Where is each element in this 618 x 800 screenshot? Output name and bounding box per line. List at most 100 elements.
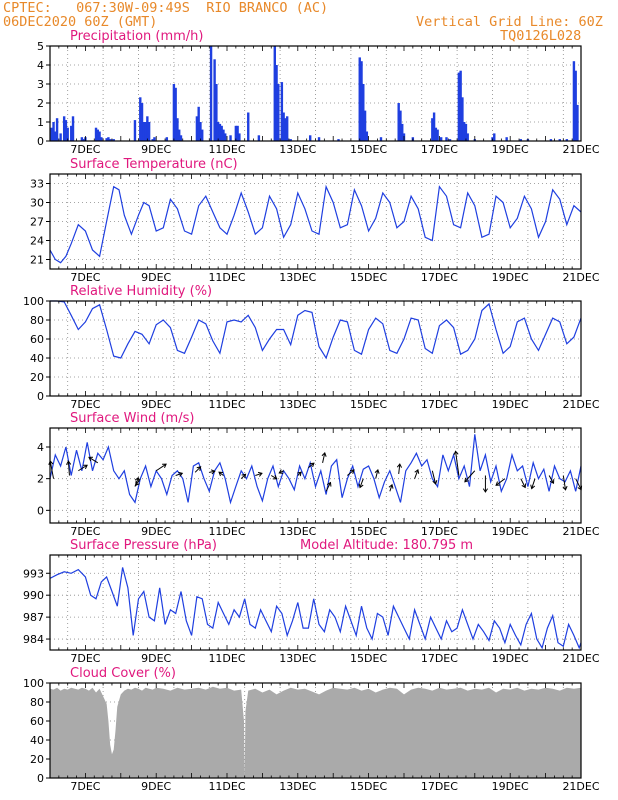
panel-title: Precipitation (mm/h)	[70, 29, 203, 44]
precip-bar	[199, 122, 202, 141]
y-tick-label: 1	[37, 116, 44, 129]
wind-vector	[398, 463, 401, 474]
x-tick-label: 11DEC	[208, 652, 245, 665]
precip-bar	[379, 137, 383, 141]
precip-bar	[209, 46, 213, 141]
precip-bar	[146, 116, 149, 141]
x-tick-label: 19DEC	[492, 398, 529, 411]
wind-vector-head	[326, 481, 332, 487]
wind-vector	[575, 478, 582, 490]
y-tick-label: 0	[37, 504, 44, 517]
wind-vector	[531, 478, 536, 489]
precip-bar	[70, 125, 73, 141]
precip-bar	[273, 46, 276, 141]
y-tick-label: 27	[30, 216, 44, 229]
precip-bar	[153, 137, 156, 141]
x-tick-label: 9DEC	[141, 652, 171, 665]
wind-vector	[88, 456, 99, 464]
precip-bar	[289, 139, 292, 141]
wind-vector-head	[549, 479, 555, 485]
wind-vector-head	[88, 456, 93, 462]
wind-vector-head	[66, 460, 72, 465]
header-station: CPTEC: 067:30W-09:49S RIO BRANCO (AC)	[3, 0, 329, 16]
precip-bar	[50, 127, 53, 141]
precip-bar	[280, 82, 284, 141]
x-tick-label: 7DEC	[70, 143, 100, 156]
precip-bar	[257, 135, 261, 141]
precip-bar	[439, 137, 443, 141]
precip-bar	[197, 106, 200, 141]
panel-6: Cloud Cover (%) 0 20 40 60 80 100 7DEC 9DEC 11DEC…	[23, 666, 600, 793]
x-tick-label: 15DEC	[350, 525, 387, 538]
panel-2: Surface Temperature (nC) 21 24 27 30 33 7DEC 9D…	[30, 157, 600, 284]
wind-vector-head	[196, 466, 202, 471]
wind-vector-head	[414, 468, 420, 474]
wind-vector-head	[521, 483, 527, 489]
precip-bar	[179, 135, 183, 141]
precip-bar	[64, 120, 68, 141]
wind-vector-head	[83, 464, 88, 470]
wind-vector-head	[432, 479, 438, 485]
precip-bar	[220, 125, 223, 141]
x-tick-label: 21DEC	[562, 525, 599, 538]
series-line	[49, 434, 582, 505]
precip-bar	[236, 125, 239, 141]
precip-bar	[195, 116, 199, 141]
wind-vector-head	[178, 471, 184, 477]
y-tick-label: 24	[30, 235, 44, 248]
x-tick-label: 7DEC	[70, 525, 100, 538]
y-tick-label: 4	[37, 59, 44, 72]
precip-bar	[434, 127, 438, 141]
x-tick-label: 13DEC	[279, 525, 316, 538]
precip-bar	[215, 84, 218, 141]
y-tick-label: 5	[37, 40, 44, 53]
precip-bar	[358, 57, 361, 141]
precip-bar	[436, 129, 439, 141]
precip-bar	[362, 84, 365, 141]
wind-vector	[240, 473, 246, 480]
x-tick-label: 13DEC	[279, 780, 316, 793]
x-tick-label: 13DEC	[279, 398, 316, 411]
y-tick-label: 100	[23, 295, 44, 308]
wind-vector	[175, 472, 183, 476]
wind-vector-head	[388, 483, 394, 489]
wind-vector-head	[135, 481, 140, 487]
precip-bar	[52, 122, 55, 141]
series-line	[49, 184, 582, 264]
x-tick-label: 21DEC	[562, 652, 599, 665]
y-tick-label: 20	[30, 753, 44, 766]
wind-vector-head	[257, 471, 263, 477]
precip-bar	[140, 103, 144, 141]
precip-bar	[457, 72, 461, 141]
precip-bar	[229, 135, 232, 141]
wind-vector-head	[218, 471, 224, 477]
precip-bar	[224, 133, 227, 141]
precip-bar	[285, 116, 289, 141]
precip-bar	[151, 139, 154, 141]
precip-bar	[558, 139, 561, 141]
precip-bar	[172, 84, 176, 141]
panel-title: Surface Pressure (hPa)	[70, 538, 217, 553]
panel-subtitle: Model Altitude: 180.795 m	[300, 538, 473, 553]
x-tick-label: 7DEC	[70, 652, 100, 665]
precip-bar	[462, 122, 466, 141]
wind-vector	[67, 461, 70, 476]
y-tick-label: 984	[23, 633, 44, 646]
wind-vector	[270, 475, 278, 480]
x-tick-label: 11DEC	[208, 780, 245, 793]
wind-vector-head	[374, 468, 380, 474]
precip-bar	[82, 139, 85, 141]
y-tick-label: 0	[37, 772, 44, 785]
precip-bar	[96, 129, 99, 141]
x-tick-label: 15DEC	[350, 271, 387, 284]
wind-vector	[255, 472, 263, 476]
x-tick-label: 9DEC	[141, 398, 171, 411]
y-tick-label: 2	[37, 97, 44, 110]
x-tick-label: 19DEC	[492, 780, 529, 793]
precip-bar	[178, 129, 181, 141]
x-tick-label: 21DEC	[562, 398, 599, 411]
panel-title: Surface Temperature (nC)	[70, 157, 238, 172]
panel-3: Relative Humidity (%) 0 20 40 60 80 100 7DEC 9DE…	[23, 284, 600, 411]
wind-vector	[359, 478, 364, 488]
wind-vector	[49, 460, 55, 479]
